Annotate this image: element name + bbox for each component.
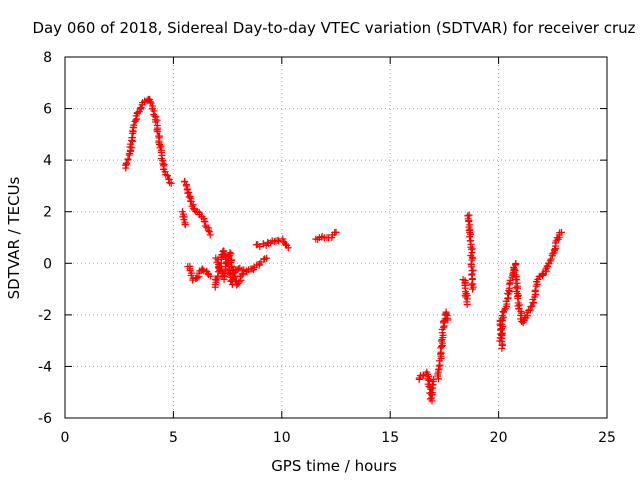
data-point: [166, 179, 174, 187]
data-point: [205, 228, 213, 236]
data-point: [235, 278, 243, 286]
data-point: [469, 266, 477, 274]
data-point: [332, 228, 340, 236]
plot-frame: [64, 56, 608, 419]
data-point: [498, 341, 506, 349]
data-point: [146, 98, 154, 106]
data-point: [228, 266, 236, 274]
y-axis-title: SDTVAR / TECUs: [5, 176, 23, 299]
data-point: [551, 246, 559, 254]
y-tick-label: -6: [38, 411, 52, 427]
data-point: [167, 179, 175, 187]
data-point: [199, 266, 207, 274]
data-point: [128, 144, 136, 152]
data-point: [206, 231, 214, 239]
data-point: [426, 376, 434, 384]
y-tick-label: 2: [43, 205, 52, 221]
grid-layer: [65, 57, 607, 418]
data-point: [122, 159, 130, 167]
x-tick-label: 0: [61, 430, 70, 446]
x-tick-label: 20: [490, 430, 508, 446]
data-point: [530, 299, 538, 307]
data-point: [221, 263, 229, 271]
data-point: [546, 257, 554, 265]
data-point: [512, 260, 520, 268]
x-tick-label: 25: [598, 430, 616, 446]
x-tick-label: 10: [273, 430, 291, 446]
data-point: [133, 115, 141, 123]
data-point: [436, 361, 444, 369]
x-axis-title: GPS time / hours: [271, 457, 397, 475]
data-point: [524, 312, 532, 320]
data-point: [124, 155, 132, 163]
data-point: [181, 177, 189, 185]
data-point: [181, 221, 189, 229]
data-point: [147, 99, 155, 107]
data-point: [206, 272, 214, 280]
y-tick-label: -4: [38, 359, 52, 375]
data-point: [538, 270, 546, 278]
data-point: [501, 306, 509, 314]
data-point: [163, 172, 171, 180]
x-tick-label: 5: [169, 430, 178, 446]
data-points: [121, 95, 565, 405]
data-point: [185, 193, 193, 201]
data-point: [204, 226, 212, 234]
chart-title: Day 060 of 2018, Sidereal Day-to-day VTE…: [32, 19, 635, 37]
y-tick-label: 4: [43, 153, 52, 169]
data-point: [193, 274, 201, 282]
data-point: [153, 128, 161, 136]
data-point: [444, 316, 452, 324]
y-tick-label: 8: [43, 50, 52, 66]
data-point: [130, 121, 138, 129]
data-point: [263, 254, 271, 262]
data-point: [261, 255, 269, 263]
data-point: [228, 262, 236, 270]
y-tick-label: 6: [43, 102, 52, 118]
data-point: [547, 255, 555, 263]
data-point: [227, 258, 235, 266]
data-point: [531, 286, 539, 294]
data-point: [557, 228, 565, 236]
data-point: [469, 285, 477, 293]
y-tick-label: -2: [38, 308, 52, 324]
data-point: [239, 270, 247, 278]
data-point: [463, 301, 471, 309]
x-tick-label: 15: [381, 430, 399, 446]
data-point: [182, 182, 190, 190]
data-point: [128, 134, 136, 142]
data-point: [281, 240, 289, 248]
data-point: [498, 344, 506, 352]
data-point: [467, 263, 475, 271]
data-point: [465, 233, 473, 241]
data-point: [234, 265, 242, 273]
data-point: [498, 312, 506, 320]
axes: 0 5 10 15 20 25 -6 -4 -2 0 2 4 6 8: [38, 50, 616, 446]
y-tick-label: 0: [43, 256, 52, 272]
data-point: [284, 244, 292, 252]
data-point: [226, 252, 234, 260]
data-point: [189, 276, 197, 284]
data-point: [152, 118, 160, 126]
